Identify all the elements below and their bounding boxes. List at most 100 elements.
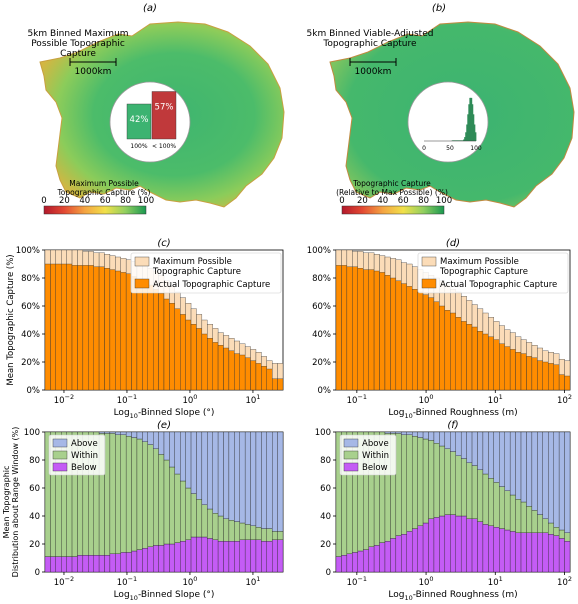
bars (335, 431, 571, 573)
bar-actual-capture (98, 266, 105, 391)
bar-actual-capture (417, 291, 424, 391)
y-tick-label: 20% (312, 358, 331, 368)
bar-below (147, 546, 154, 573)
bar-actual-capture (422, 294, 429, 391)
colorbar-tick: 100 (138, 196, 154, 206)
bar-below (373, 545, 380, 573)
bar-actual-capture (433, 301, 440, 391)
bar-below (120, 552, 127, 573)
bar-actual-capture (455, 317, 462, 391)
y-tick-label: 60 (29, 484, 40, 494)
bar-above (406, 431, 413, 435)
bar-actual-capture (71, 265, 78, 391)
bar-below (504, 529, 511, 573)
y-tick-label: 0 (35, 568, 40, 578)
bar-below (255, 539, 262, 573)
legend-swatch (343, 438, 359, 448)
legend-label: Within (71, 451, 98, 461)
bar-actual-capture (244, 357, 251, 391)
x-tick-label: 101 (488, 393, 503, 406)
bar-above (142, 431, 148, 442)
bar-above (223, 431, 230, 519)
bar-below (542, 532, 549, 573)
histogram-bar (471, 104, 474, 141)
bar-within (228, 520, 235, 542)
bar-below (515, 532, 522, 573)
bar-above (98, 431, 105, 434)
bar-actual-capture (520, 353, 527, 391)
bar-below (228, 541, 235, 573)
bar-within (553, 527, 560, 536)
bar-above (174, 431, 181, 475)
bar-above (120, 431, 127, 435)
map-title-b: 5km Binned Viable-Adjusted Topographic C… (307, 29, 434, 49)
x-axis-label: Log10-Binned Roughness (m) (388, 590, 517, 600)
bar-below (131, 550, 138, 573)
inset-bar (151, 91, 177, 140)
bar-below (185, 539, 192, 573)
bar-below (412, 528, 418, 573)
map-panel-a: (a) 5km Binned Maximum Possible Topograp… (27, 3, 285, 215)
colorbar-tick: 20 (357, 196, 368, 206)
bar-actual-capture (174, 308, 181, 391)
bar-actual-capture (548, 363, 554, 391)
bar-below (277, 539, 284, 573)
bar-below (142, 548, 148, 573)
colorbar-tick: 60 (100, 196, 111, 206)
bar-above (531, 431, 538, 511)
inset-bar-label: 100% (130, 143, 147, 150)
bar-within (201, 504, 208, 538)
bar-within (158, 454, 165, 546)
bar-above (412, 431, 418, 437)
bar-below (444, 514, 451, 573)
bar-below (250, 539, 257, 573)
x-tick-label: 101 (245, 575, 260, 588)
legend-label: Above (362, 439, 389, 449)
bar-above (466, 431, 473, 463)
bar-actual-capture (526, 356, 533, 391)
inset-tick: 100 (470, 145, 482, 152)
inset-tick: 0 (422, 145, 426, 152)
x-tick-label: 10−2 (54, 575, 74, 588)
map-title-line: Topographic Capture (322, 39, 417, 49)
y-tick-label: 20% (21, 358, 40, 368)
bar-within (223, 518, 230, 542)
bar-actual-capture (477, 331, 484, 391)
bar-above (515, 431, 522, 500)
bar-above (196, 431, 203, 500)
bar-within (277, 531, 284, 540)
legend-label: Maximum Possible (153, 257, 232, 267)
bar-above (417, 431, 424, 438)
bar-actual-capture (504, 346, 511, 391)
x-axis-label: Log10-Binned Slope (°) (114, 590, 215, 600)
legend-swatch (134, 278, 150, 289)
colorbar-label-line: Maximum Possible (69, 179, 139, 188)
bar-actual-capture (335, 265, 342, 391)
x-tick-label: 10−2 (54, 393, 74, 406)
legend-label: Topographic Capture (152, 267, 241, 277)
legend-swatch (343, 462, 359, 472)
inset-bar-value: 42% (130, 115, 149, 125)
colorbar-tick: 40 (79, 196, 90, 206)
bar-below (196, 536, 203, 573)
bar-below (93, 555, 100, 573)
bar-within (142, 441, 148, 549)
bar-below (379, 542, 386, 573)
bar-actual-capture (401, 283, 407, 391)
map-title-line: Possible Topographic (31, 39, 125, 49)
bar-above (136, 431, 143, 440)
bar-below (537, 532, 543, 573)
inset-bar-value: 57% (155, 103, 174, 113)
legend: Above Within Below (339, 434, 397, 476)
bar-below (548, 534, 554, 573)
chart-panel-c: (c) 0% 20% 40% 60% 80% 100% 10−2 10−1 100 101 Log10… (6, 238, 284, 420)
y-tick-label: 80% (312, 274, 331, 284)
bar-actual-capture (115, 270, 121, 391)
bar-above (153, 431, 159, 449)
bar-within (499, 486, 505, 529)
bar-actual-capture (196, 328, 203, 391)
chart-panel-f: (f) 0 20 40 60 80 100 10−1 100 101 102 Log10-Binned… (315, 420, 572, 602)
bar-above (255, 431, 262, 528)
bar-actual-capture (136, 279, 143, 391)
bar-actual-capture (564, 375, 571, 391)
